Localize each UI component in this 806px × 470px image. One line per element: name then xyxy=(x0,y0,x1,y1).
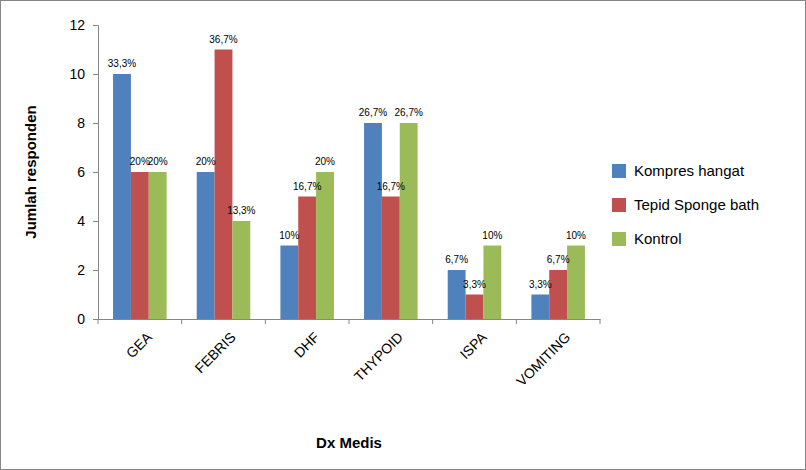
x-tick: THYPOID xyxy=(351,319,406,384)
bar xyxy=(232,221,250,319)
x-tick-label: DHF xyxy=(291,329,323,361)
legend-swatch xyxy=(612,198,626,212)
y-tick-label: 0 xyxy=(77,311,85,327)
x-separators xyxy=(98,319,600,324)
legend-label: Kontrol xyxy=(634,230,682,247)
bar-label: 36,7% xyxy=(209,34,237,45)
x-separator xyxy=(432,319,433,324)
bar xyxy=(448,270,466,319)
bar-label: 13,3% xyxy=(227,205,255,216)
x-tick: FEBRIS xyxy=(192,319,239,376)
y-tick-mark xyxy=(93,25,98,26)
bar-label: 26,7% xyxy=(359,107,387,118)
y-tick-mark xyxy=(93,270,98,271)
y-axis-line xyxy=(93,26,99,320)
bars xyxy=(113,50,585,320)
bar-label: 3,3% xyxy=(529,279,552,290)
bar xyxy=(483,246,501,320)
bar xyxy=(197,172,215,319)
bar-label: 16,7% xyxy=(293,181,321,192)
y-tick-mark xyxy=(93,221,98,222)
bar xyxy=(113,74,131,319)
bar xyxy=(364,123,382,319)
y-tick: 4 xyxy=(77,213,98,229)
y-axis: 0 2 4 6 8 10 12 xyxy=(69,17,98,327)
bar-label: 10% xyxy=(566,230,586,241)
y-tick-label: 8 xyxy=(77,115,85,131)
legend-item: Kontrol xyxy=(612,230,682,247)
y-tick: 10 xyxy=(69,66,98,82)
x-separator xyxy=(516,319,517,324)
y-tick-label: 10 xyxy=(69,66,85,82)
y-tick: 6 xyxy=(77,164,98,180)
x-tick-label: GEA xyxy=(123,328,156,361)
y-tick-mark xyxy=(93,319,98,320)
x-tick-label: THYPOID xyxy=(351,329,406,384)
legend-label: Tepid Sponge bath xyxy=(634,196,759,213)
x-tick-label: VOMITING xyxy=(513,329,573,389)
bar-labels: 33,3% 20% 10% 26,7% 6,7% 3,3% 20% 36,7% 16,7% 16,… xyxy=(108,34,586,290)
legend-label: Kompres hangat xyxy=(634,162,745,179)
bar xyxy=(567,246,585,320)
bar xyxy=(466,295,484,320)
bar-label: 10% xyxy=(279,230,299,241)
x-tick: DHF xyxy=(291,319,323,361)
bar-label: 33,3% xyxy=(108,58,136,69)
x-separator xyxy=(98,319,99,324)
y-tick-label: 6 xyxy=(77,164,85,180)
y-tick: 2 xyxy=(77,262,98,278)
legend: Kompres hangat Tepid Sponge bath Kontrol xyxy=(612,162,759,247)
x-separator xyxy=(349,319,350,324)
x-separator xyxy=(265,319,266,324)
bar-label: 6,7% xyxy=(547,254,570,265)
y-tick-label: 4 xyxy=(77,213,85,229)
y-tick: 8 xyxy=(77,115,98,131)
x-tick: VOMITING xyxy=(513,319,573,389)
x-tick-label: FEBRIS xyxy=(192,329,239,376)
y-tick-mark xyxy=(93,123,98,124)
x-axis-title: Dx Medis xyxy=(316,434,382,451)
legend-swatch xyxy=(612,232,626,246)
series xyxy=(131,50,567,320)
x-tick-label: ISPA xyxy=(457,328,491,362)
bar xyxy=(400,123,418,319)
bar xyxy=(298,197,316,320)
bar-label: 10% xyxy=(482,230,502,241)
series xyxy=(113,74,549,319)
bar xyxy=(280,246,298,320)
chart-frame xyxy=(1,1,806,470)
bar xyxy=(215,50,233,320)
plot: 33,3%20%10%26,7%6,7%3,3%20%36,7%16,7%16,… xyxy=(69,17,600,389)
x-tick: GEA xyxy=(123,319,156,361)
legend-item: Kompres hangat xyxy=(612,162,745,179)
bar xyxy=(531,295,549,320)
bar xyxy=(316,172,334,319)
y-tick-mark xyxy=(93,172,98,173)
bar xyxy=(549,270,567,319)
y-axis-title: Jumlah responden xyxy=(22,105,39,238)
x-separator xyxy=(600,319,601,324)
legend-swatch xyxy=(612,164,626,178)
legend-item: Tepid Sponge bath xyxy=(612,196,759,213)
chart: 33,3%20%10%26,7%6,7%3,3%20%36,7%16,7%16,… xyxy=(0,0,806,470)
bar-label: 20% xyxy=(315,156,335,167)
bar xyxy=(131,172,149,319)
bar-label: 20% xyxy=(196,156,216,167)
series xyxy=(149,123,585,319)
x-tick: ISPA xyxy=(457,319,491,362)
y-tick: 0 xyxy=(77,311,98,327)
bar xyxy=(382,197,400,320)
bar-label: 20% xyxy=(148,156,168,167)
y-tick-label: 2 xyxy=(77,262,85,278)
x-axis: GEA FEBRIS DHF THYPOID ISPA VOMITING xyxy=(99,319,601,389)
y-tick: 12 xyxy=(69,17,98,33)
bar xyxy=(149,172,167,319)
bar-label: 3,3% xyxy=(463,279,486,290)
bar-label: 26,7% xyxy=(395,107,423,118)
x-separator xyxy=(181,319,182,324)
y-tick-mark xyxy=(93,74,98,75)
bar-label: 16,7% xyxy=(377,181,405,192)
y-tick-label: 12 xyxy=(69,17,85,33)
bar-label: 6,7% xyxy=(445,254,468,265)
